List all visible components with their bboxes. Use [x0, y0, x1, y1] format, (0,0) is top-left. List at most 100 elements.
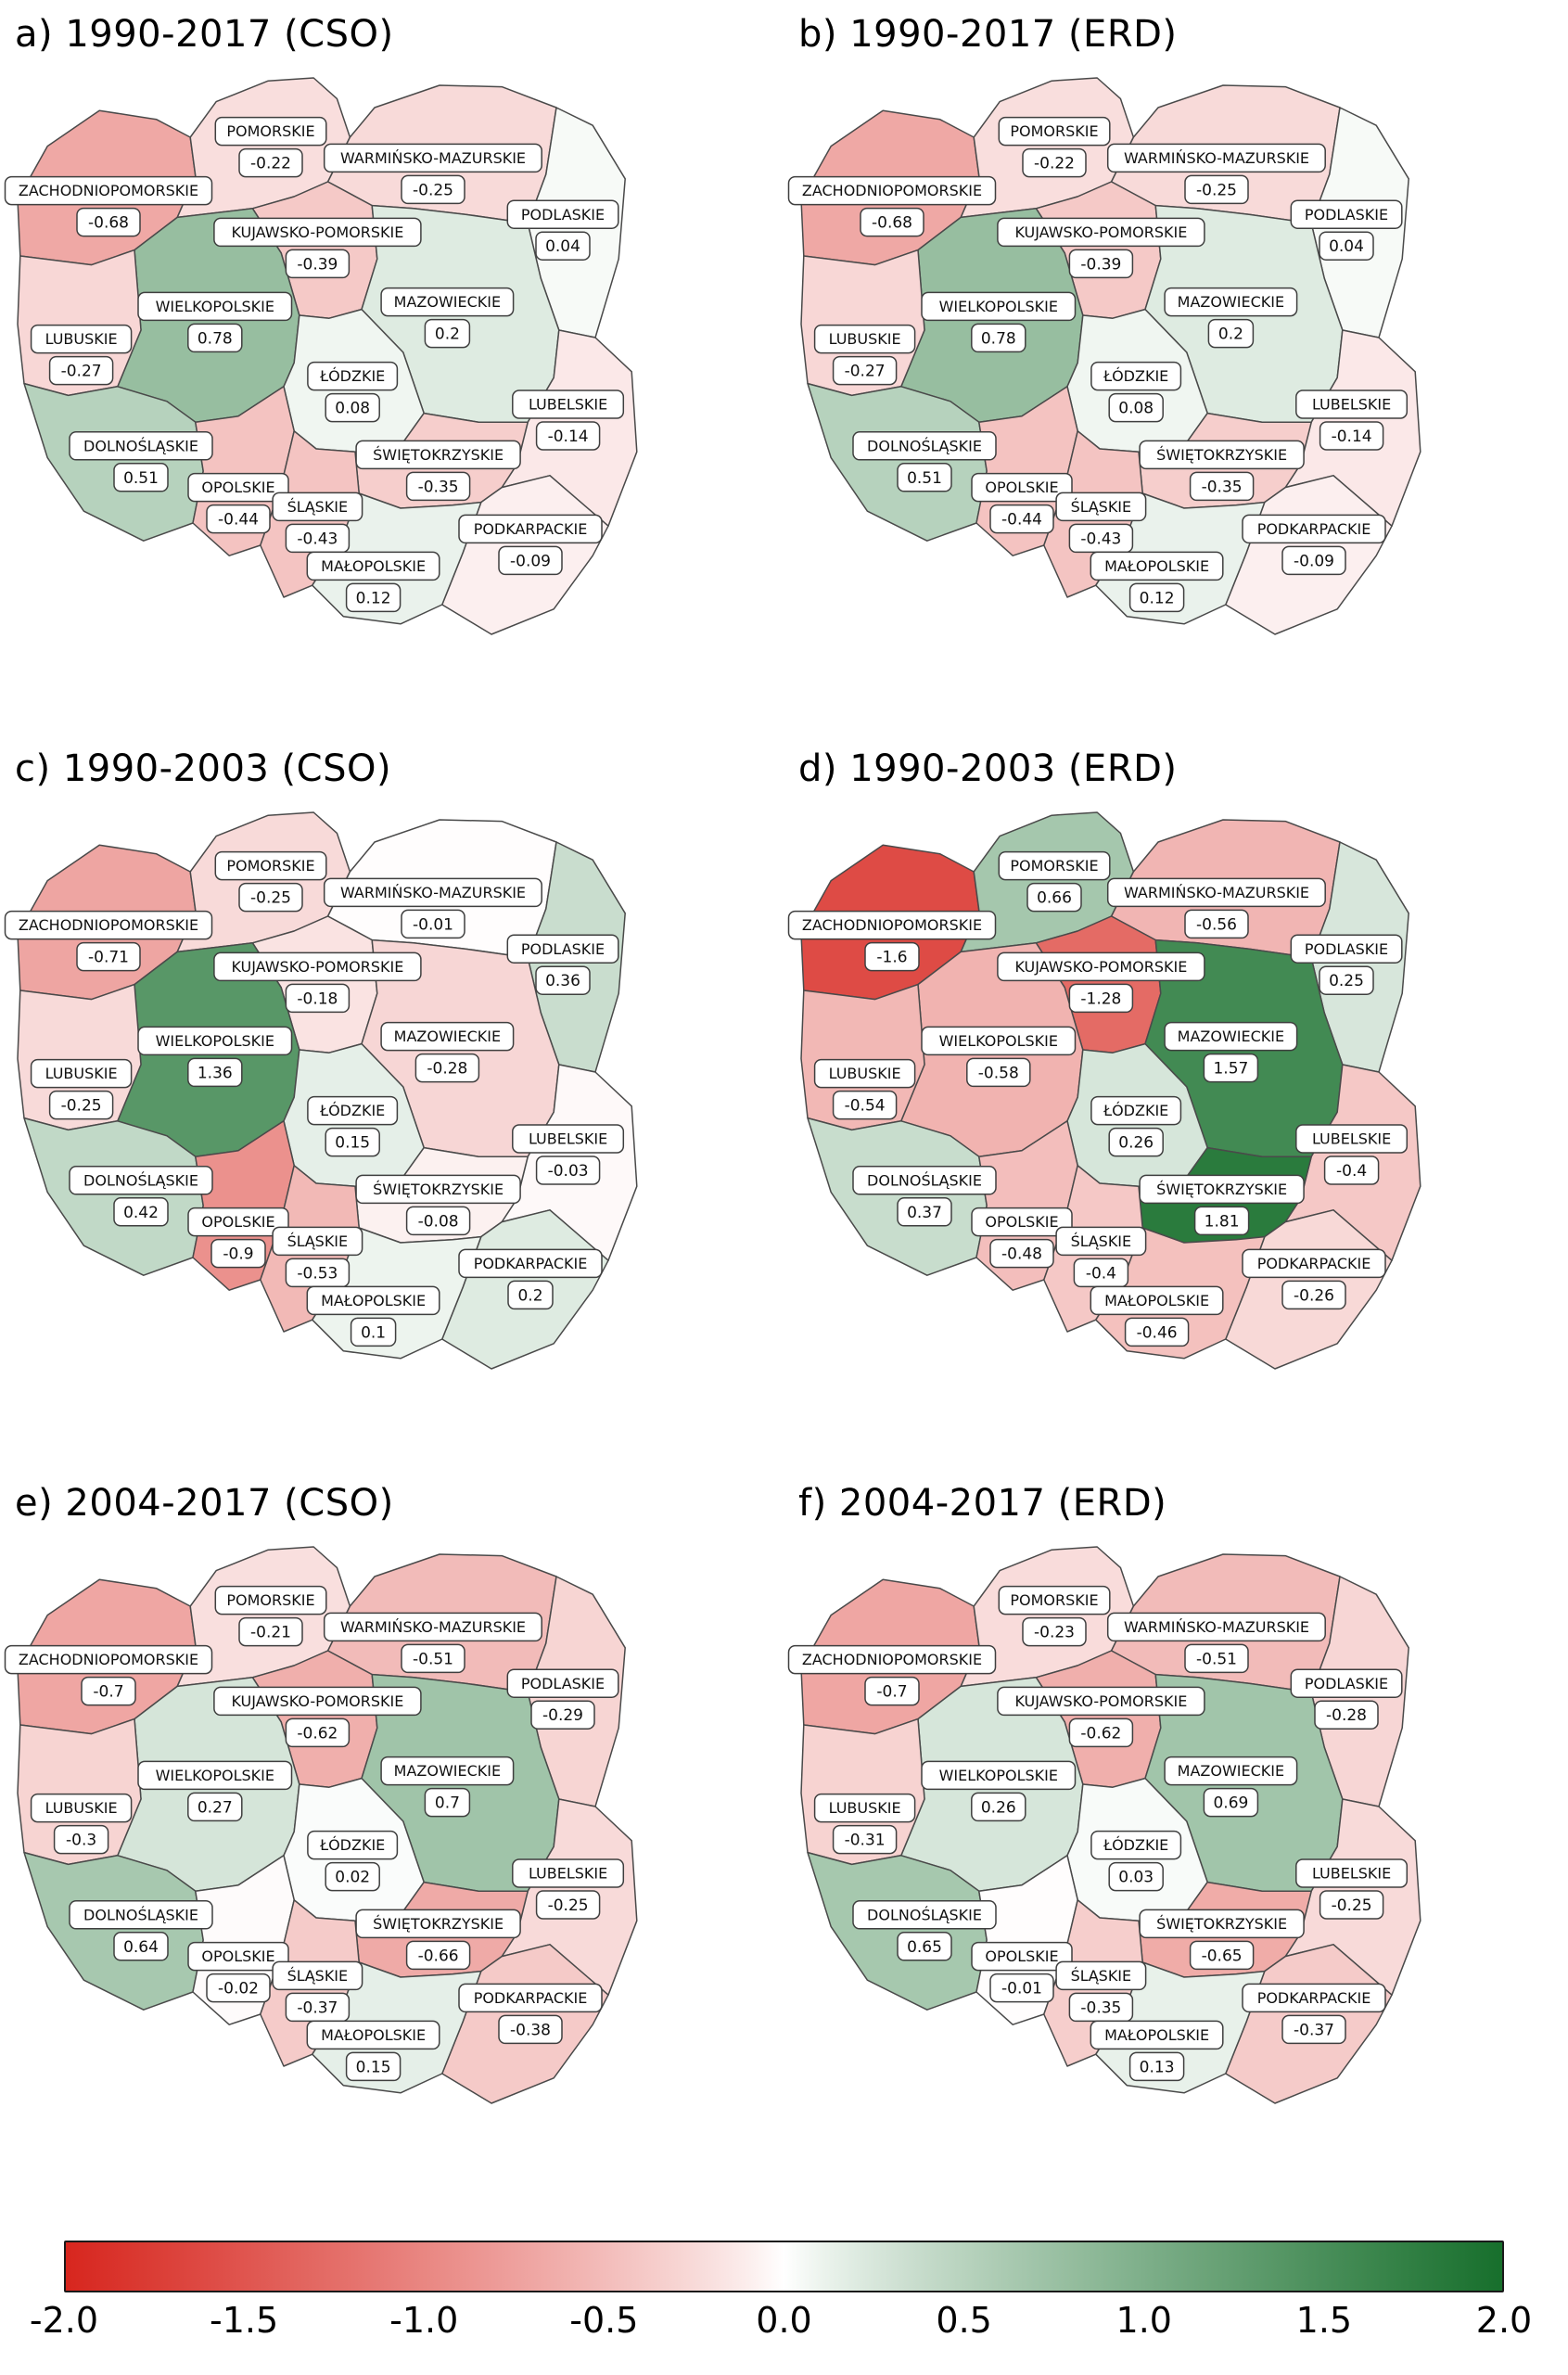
region-value-pomorskie: -0.21 [250, 1624, 291, 1642]
region-name-dolnoslaskie-box [69, 1166, 213, 1195]
colorbar-tick--2.0: -2.0 [29, 2300, 99, 2341]
region-value-lubelskie: -0.4 [1336, 1162, 1367, 1181]
region-value-lubuskie: -0.27 [845, 363, 886, 381]
region-value-podkarpackie: -0.26 [1294, 1286, 1334, 1305]
region-value-slaskie: -0.35 [1080, 1998, 1121, 2017]
region-value-podkarpackie-box [507, 1280, 554, 1310]
region-value-slaskie: -0.37 [297, 1998, 338, 2017]
region-name-malopolskie: MAŁOPOLSKIE [1104, 557, 1209, 575]
region-value-warminsko-mazurskie: -0.25 [413, 181, 453, 199]
region-value-dolnoslaskie-box [113, 1197, 169, 1227]
colorbar: -2.0 -1.5 -1.0 -0.5 0.0 0.5 1.0 1.5 2.0 [0, 2241, 1568, 2352]
region-value-mazowieckie: 0.2 [435, 326, 460, 344]
region-value-podkarpackie: -0.09 [510, 552, 551, 570]
region-value-pomorskie: -0.25 [250, 889, 291, 908]
region-value-lubuskie: -0.31 [845, 1832, 886, 1850]
region-value-zachodniopomorskie-box [76, 941, 141, 972]
panels-grid: a) 1990-2017 (CSO) ZACHODNIOPOMORSKIE -0.… [0, 13, 1421, 2104]
region-value-podlaskie-box [1319, 965, 1374, 995]
region-dolnoslaskie [23, 1851, 204, 2011]
panel-title-d: d) 1990-2003 (ERD) [798, 747, 1178, 790]
region-value-pomorskie-box [238, 1616, 303, 1647]
region-value-wielkopolskie-box [971, 1792, 1026, 1822]
region-value-pomorskie: -0.22 [1034, 155, 1075, 173]
region-value-malopolskie: 0.12 [356, 589, 391, 607]
region-name-podkarpackie-box [1242, 1248, 1386, 1279]
region-name-opolskie: OPOLSKIE [985, 479, 1058, 496]
region-name-zachodniopomorskie: ZACHODNIOPOMORSKIE [802, 916, 982, 934]
region-name-podlaskie-box [506, 934, 619, 964]
region-value-lodzkie-box [325, 1861, 380, 1892]
region-value-podkarpackie-box [1281, 2014, 1346, 2045]
region-name-kujawsko-pomorskie: KUJAWSKO-POMORSKIE [1014, 1692, 1187, 1710]
region-value-podkarpackie-box [1281, 1280, 1346, 1310]
region-value-opolskie: -0.44 [1001, 511, 1042, 530]
region-name-podlaskie: PODLASKIE [521, 206, 605, 223]
region-name-lubuskie: LUBUSKIE [829, 1799, 901, 1817]
region-name-pomorskie: POMORSKIE [226, 1591, 314, 1609]
region-value-mazowieckie: 0.69 [1213, 1794, 1248, 1813]
region-value-lubelskie-box [1323, 1156, 1380, 1185]
region-name-podkarpackie: PODKARPACKIE [1257, 520, 1371, 538]
region-name-wielkopolskie: WIELKOPOLSKIE [156, 1032, 274, 1050]
region-value-podkarpackie: -0.38 [510, 2021, 551, 2039]
region-name-lubuskie-box [30, 324, 133, 354]
region-value-opolskie: -0.9 [223, 1245, 253, 1264]
region-value-podkarpackie: -0.37 [1294, 2021, 1334, 2039]
region-name-warminsko-mazurskie-box [1106, 1612, 1326, 1642]
region-name-malopolskie-box [306, 551, 440, 581]
region-value-kujawsko-pomorskie: -1.28 [1080, 990, 1121, 1008]
region-name-dolnoslaskie: DOLNOŚLĄSKIE [867, 437, 982, 454]
region-value-swietokrzyskie-box [1189, 1940, 1255, 1971]
region-value-zachodniopomorskie: -0.7 [93, 1683, 123, 1702]
colorbar-tick-labels: -2.0 -1.5 -1.0 -0.5 0.0 0.5 1.0 1.5 2.0 [30, 2300, 1532, 2352]
region-value-podkarpackie: 0.2 [517, 1286, 542, 1305]
region-name-podlaskie-box [506, 199, 619, 229]
region-name-mazowieckie: MAZOWIECKIE [394, 1028, 501, 1045]
panel-c: c) 1990-2003 (CSO) ZACHODNIOPOMORSKIE -0.… [0, 734, 784, 1469]
region-name-lodzkie-box [307, 361, 399, 391]
region-value-wielkopolskie: 0.27 [198, 1798, 233, 1817]
region-name-podkarpackie-box [458, 514, 603, 544]
region-name-opolskie: OPOLSKIE [201, 479, 274, 496]
region-value-wielkopolskie: 1.36 [198, 1064, 233, 1082]
region-value-lodzkie: 0.02 [335, 1869, 370, 1887]
region-value-lubuskie: -0.54 [845, 1097, 886, 1116]
region-name-opolskie-box [187, 472, 289, 503]
region-name-pomorskie-box [998, 850, 1111, 881]
region-value-zachodniopomorskie: -0.68 [872, 214, 912, 233]
region-name-slaskie: ŚLĄSKIE [287, 1967, 349, 1985]
region-value-opolskie-box [210, 1238, 266, 1269]
region-name-wielkopolskie-box [137, 1760, 293, 1791]
region-name-pomorskie: POMORSKIE [1010, 122, 1098, 140]
region-name-malopolskie: MAŁOPOLSKIE [321, 557, 426, 575]
region-value-lubuskie: -0.27 [61, 363, 102, 381]
region-name-lubelskie: LUBELSKIE [1312, 396, 1391, 414]
region-name-zachodniopomorskie: ZACHODNIOPOMORSKIE [19, 182, 198, 199]
region-value-zachodniopomorskie-box [81, 1676, 136, 1706]
region-name-wielkopolskie: WIELKOPOLSKIE [156, 298, 274, 315]
region-value-opolskie: -0.48 [1001, 1245, 1042, 1264]
region-value-swietokrzyskie-box [1189, 471, 1255, 502]
region-name-malopolskie: MAŁOPOLSKIE [1104, 2026, 1209, 2044]
region-value-malopolskie: 0.15 [356, 2058, 391, 2076]
region-value-zachodniopomorskie: -0.71 [88, 949, 129, 967]
region-name-podlaskie: PODLASKIE [521, 1675, 605, 1692]
region-value-slaskie: -0.4 [1086, 1264, 1116, 1283]
region-value-opolskie: -0.01 [1001, 1980, 1042, 1998]
region-value-opolskie-box [206, 504, 271, 534]
region-value-dolnoslaskie-box [897, 1197, 952, 1227]
region-name-podlaskie: PODLASKIE [1305, 1675, 1388, 1692]
panel-title-b: b) 1990-2017 (ERD) [798, 13, 1178, 56]
region-name-swietokrzyskie: ŚWIĘTOKRZYSKIE [373, 1181, 504, 1198]
region-name-lubuskie-box [813, 1058, 916, 1089]
region-value-wielkopolskie: 0.78 [981, 329, 1016, 348]
region-value-mazowieckie-box [424, 1787, 471, 1818]
region-value-opolskie-box [206, 1973, 271, 2003]
region-name-kujawsko-pomorskie-box [997, 217, 1205, 248]
region-name-pomorskie: POMORSKIE [226, 857, 314, 875]
region-value-podlaskie-box [535, 231, 591, 261]
region-value-mazowieckie-box [414, 1053, 480, 1083]
region-name-mazowieckie: MAZOWIECKIE [394, 293, 501, 311]
region-name-pomorskie-box [214, 1585, 327, 1615]
